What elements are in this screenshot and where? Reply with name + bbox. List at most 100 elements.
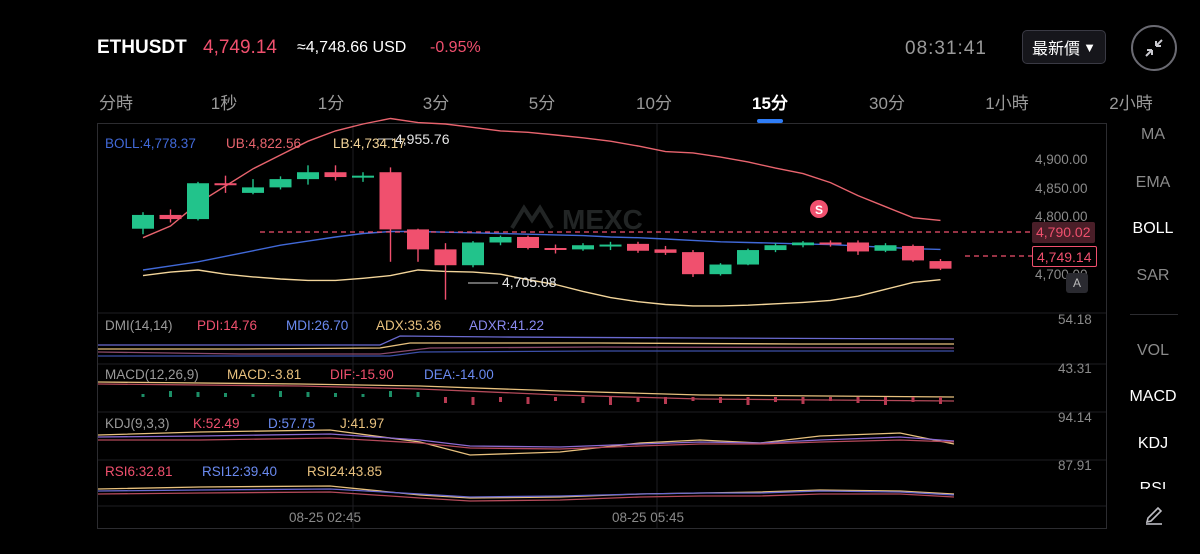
tab-30m[interactable]: 30分 <box>869 94 905 113</box>
macd-axis-value: 43.31 <box>1058 361 1092 376</box>
candle[interactable] <box>324 165 347 181</box>
candle[interactable] <box>352 172 374 182</box>
boll-lower-line <box>142 269 941 307</box>
candle[interactable] <box>902 244 924 262</box>
macd-bar <box>664 397 667 404</box>
price-type-dropdown[interactable]: 最新價 ▼ <box>1022 30 1106 64</box>
candle[interactable] <box>462 241 484 268</box>
tab-2h[interactable]: 2小時 <box>1109 94 1153 113</box>
macd-bar <box>361 394 365 397</box>
indicator-boll[interactable]: BOLL <box>1132 220 1174 237</box>
macd-bar <box>884 397 887 405</box>
macd-bar <box>636 397 640 402</box>
macd-value: MACD:-3.81 <box>227 367 302 382</box>
candle-body <box>517 236 539 248</box>
auto-scale-button[interactable]: A <box>1066 273 1088 293</box>
candle[interactable] <box>407 228 429 262</box>
candle[interactable] <box>434 243 457 300</box>
candle[interactable] <box>269 176 292 190</box>
dmi-adx: ADX:35.36 <box>376 318 442 333</box>
tab-1s[interactable]: 1秒 <box>210 94 238 113</box>
indicator-ma[interactable]: MA <box>1141 126 1165 143</box>
candle[interactable] <box>517 235 539 250</box>
boll-lb-legend: LB:4,734.17 <box>333 136 406 151</box>
sell-marker[interactable] <box>810 200 828 218</box>
macd-bar <box>141 394 145 397</box>
candle[interactable] <box>297 165 319 185</box>
candle[interactable] <box>489 235 512 246</box>
macd-bar <box>279 391 282 397</box>
time-axis-label: 08-25 05:45 <box>612 510 685 525</box>
indicator-rsi[interactable]: RSI <box>1139 480 1167 489</box>
candle-body <box>572 245 594 250</box>
collapse-button[interactable] <box>1131 25 1177 71</box>
candle-body <box>544 248 567 250</box>
candle[interactable] <box>847 240 869 255</box>
macd-bar <box>499 397 502 402</box>
candle-body <box>847 242 869 252</box>
candle-body <box>627 243 649 251</box>
menu-divider <box>1130 314 1178 315</box>
candle[interactable] <box>214 175 237 193</box>
candle-body <box>929 261 952 269</box>
candle[interactable] <box>682 250 704 277</box>
price-axis-label: 4,850.00 <box>1035 181 1088 196</box>
macd-bar <box>801 397 805 404</box>
candle[interactable] <box>599 241 622 251</box>
indicator-kdj[interactable]: KDJ <box>1137 435 1169 452</box>
chart-frame[interactable] <box>97 123 1107 529</box>
watermark-text: MEXC <box>562 204 643 235</box>
candle[interactable] <box>379 167 402 262</box>
dmi-adxr: ADXR:41.22 <box>469 318 545 333</box>
candle[interactable] <box>792 241 814 248</box>
candle[interactable] <box>819 240 842 247</box>
tab-15m[interactable]: 15分 <box>752 94 788 113</box>
candle-body <box>352 175 374 178</box>
macd-lines <box>97 381 955 402</box>
kdj-axis-value: 94.14 <box>1058 410 1092 425</box>
candle[interactable] <box>627 241 649 253</box>
tab-5m[interactable]: 5分 <box>528 94 556 113</box>
kdj-lines <box>97 429 955 456</box>
kdj-legend: KDJ(9,3,3) <box>105 416 170 431</box>
candle[interactable] <box>709 263 732 276</box>
candle-body <box>819 242 842 245</box>
indicator-rsi-clip: RSI <box>1128 480 1178 489</box>
candle[interactable] <box>187 181 209 221</box>
tab-1m[interactable]: 1分 <box>317 94 345 113</box>
tab-10m[interactable]: 10分 <box>636 94 672 113</box>
candle-body <box>214 183 237 186</box>
candle[interactable] <box>929 259 952 271</box>
candle[interactable] <box>737 248 759 266</box>
candle-body <box>269 179 292 188</box>
candle-body <box>764 245 787 251</box>
macd-bar <box>444 397 447 403</box>
kdj-d: D:57.75 <box>268 416 316 431</box>
kdj-j: J:41.97 <box>340 416 385 431</box>
candle[interactable] <box>132 212 154 235</box>
candle[interactable] <box>874 243 897 253</box>
indicator-ema[interactable]: EMA <box>1135 174 1171 191</box>
tab-3m[interactable]: 3分 <box>422 94 450 113</box>
symbol[interactable]: ETHUSDT <box>97 37 187 58</box>
candle[interactable] <box>764 243 787 253</box>
candle[interactable] <box>654 245 677 255</box>
candle-body <box>379 172 402 230</box>
edit-icon[interactable] <box>1143 504 1165 526</box>
boll-ub-legend: UB:4,822.56 <box>226 136 302 151</box>
macd-bar <box>829 397 832 401</box>
candle[interactable] <box>242 179 264 195</box>
chevron-down-icon: ▼ <box>1083 39 1096 55</box>
sell-marker-label: S <box>815 203 823 217</box>
indicator-macd[interactable]: MACD <box>1129 388 1177 405</box>
indicator-vol[interactable]: VOL <box>1136 342 1170 359</box>
indicator-sar[interactable]: SAR <box>1136 267 1170 284</box>
candle[interactable] <box>159 209 182 223</box>
candle[interactable] <box>572 243 594 251</box>
candle[interactable] <box>544 244 567 254</box>
tab-timeshare[interactable]: 分時 <box>99 94 133 113</box>
dmi-legend: DMI(14,14) <box>105 318 173 333</box>
tab-1h[interactable]: 1小時 <box>985 94 1029 113</box>
candle-body <box>242 187 264 193</box>
